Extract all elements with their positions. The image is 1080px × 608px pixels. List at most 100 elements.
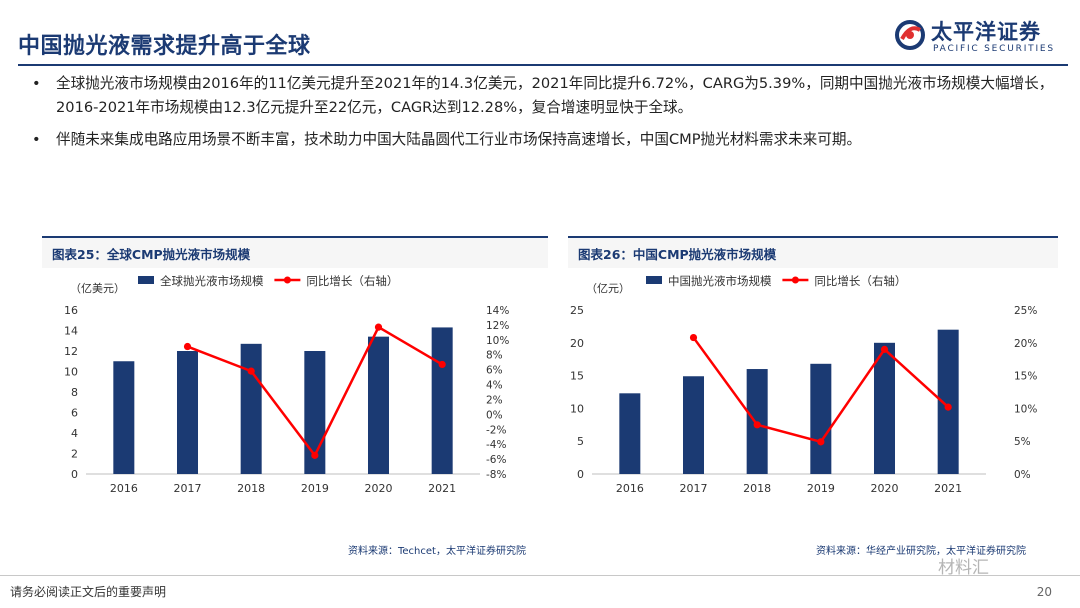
y-tick-label: 16 <box>64 304 78 317</box>
x-tick-label: 2019 <box>301 482 329 495</box>
y-tick-label: 8 <box>71 386 78 399</box>
chart-china: 图表26：中国CMP抛光液市场规模 （亿元） 0 5 10 15 20 25 0% 5% 10% 1… <box>568 236 1058 566</box>
y-tick-label: 15 <box>570 370 584 383</box>
y-tick-label: 20 <box>570 337 584 350</box>
growth-point <box>880 345 889 353</box>
y2-tick-label: 12% <box>486 320 509 332</box>
bar-2019 <box>810 363 832 474</box>
bullet-icon: • <box>32 131 41 148</box>
company-logo-icon <box>895 20 925 50</box>
x-tick-label: 2020 <box>871 482 899 495</box>
y-tick-label: 2 <box>71 448 78 461</box>
watermark: 材料汇 <box>938 558 989 578</box>
y-tick-label: 12 <box>64 345 78 358</box>
y2-tick-label: 4% <box>486 380 503 392</box>
logo-text: 太平洋证券 <box>931 20 1041 44</box>
x-tick-label: 2018 <box>743 482 771 495</box>
chart-global: 图表25：全球CMP抛光液市场规模 （亿美元） 0 2 4 6 8 10 12 14 16 -8% -… <box>42 236 548 566</box>
legend-line-marker <box>791 276 799 284</box>
y2-tick-label: 14% <box>486 305 509 317</box>
chart-header: 图表26：中国CMP抛光液市场规模 <box>568 236 1058 268</box>
growth-point <box>374 323 383 331</box>
bullet-icon: • <box>32 75 41 92</box>
y2-tick-label: 5% <box>1014 436 1031 448</box>
y2-tick-label: 8% <box>486 350 503 362</box>
chart-title: 图表25：全球CMP抛光液市场规模 <box>52 247 251 262</box>
bar-2017 <box>176 351 199 474</box>
y2-tick-label: 10% <box>1014 403 1037 415</box>
bar-2016 <box>113 361 135 474</box>
chart-source: 资料来源：Techcet，太平洋证券研究院 <box>348 546 526 557</box>
y2-tick-label: 0% <box>1014 469 1031 481</box>
y-tick-label: 4 <box>71 427 78 440</box>
x-tick-label: 2016 <box>110 482 138 495</box>
chart-title: 图表26：中国CMP抛光液市场规模 <box>578 247 777 262</box>
y-tick-label: 10 <box>570 402 584 415</box>
y2-tick-label: 20% <box>1014 338 1037 350</box>
company-logo: 太平洋证券 PACIFIC SECURITIES <box>893 16 1068 62</box>
bar-2018 <box>240 343 262 474</box>
bar-2020 <box>367 336 390 474</box>
legend-bar-label: 全球抛光液市场规模 <box>160 274 264 288</box>
x-tick-label: 2021 <box>934 482 962 495</box>
x-tick-label: 2018 <box>237 482 265 495</box>
growth-point <box>311 451 319 459</box>
y2-tick-label: -6% <box>486 454 506 466</box>
y2-tick-label: 25% <box>1014 305 1037 317</box>
x-tick-label: 2016 <box>616 482 644 495</box>
y-tick-label: 6 <box>71 407 78 420</box>
growth-point <box>689 333 698 342</box>
bar-2021 <box>937 329 959 474</box>
x-tick-label: 2020 <box>365 482 393 495</box>
bullet-text: 全球抛光液市场规模由2016年的11亿美元提升至2021年的14.3亿美元，20… <box>56 75 1054 116</box>
legend-line-label: 同比增长（右轴） <box>306 274 398 288</box>
bar-2016 <box>619 393 641 474</box>
y-tick-label: 5 <box>577 435 584 448</box>
y-tick-label: 14 <box>64 325 78 338</box>
growth-point <box>247 367 255 375</box>
legend-bar-swatch <box>138 276 154 284</box>
footer-disclaimer: 请务必阅读正文后的重要声明 <box>10 585 167 599</box>
y-axis-unit-label: （亿元） <box>586 282 630 295</box>
bullet-list: • 全球抛光液市场规模由2016年的11亿美元提升至2021年的14.3亿美元，… <box>30 72 1060 160</box>
legend-bar-swatch <box>646 276 662 284</box>
legend-line-label: 同比增长（右轴） <box>814 274 906 288</box>
y2-tick-label: -2% <box>486 424 506 436</box>
y-tick-label: 0 <box>577 468 584 481</box>
logo-subtext: PACIFIC SECURITIES <box>933 44 1055 54</box>
chart-header: 图表25：全球CMP抛光液市场规模 <box>42 236 548 268</box>
legend-bar-label: 中国抛光液市场规模 <box>668 274 772 288</box>
bar-2021 <box>431 327 453 474</box>
growth-point <box>438 360 446 369</box>
bullet-item: • 伴随未来集成电路应用场景不断丰富，技术助力中国大陆晶圆代工行业市场保持高速增… <box>30 128 1060 152</box>
chart-global-plot: （亿美元） 0 2 4 6 8 10 12 14 16 -8% -6% -4% -2% 0% 2% 4% 6% 8%… <box>64 274 509 495</box>
page-title: 中国抛光液需求提升高于全球 <box>18 34 311 59</box>
y-tick-label: 0 <box>71 468 78 481</box>
y2-tick-label: 10% <box>486 335 509 347</box>
page-number: 20 <box>1036 585 1052 599</box>
x-tick-label: 2017 <box>174 482 202 495</box>
x-tick-label: 2017 <box>680 482 708 495</box>
growth-point <box>944 403 952 411</box>
y2-tick-label: 0% <box>486 409 503 421</box>
y-axis-unit-label: （亿美元） <box>70 282 125 295</box>
y-tick-label: 25 <box>570 304 584 317</box>
chart-source: 资料来源：华经产业研究院，太平洋证券研究院 <box>816 546 1026 557</box>
y2-tick-label: 2% <box>486 394 503 406</box>
x-tick-label: 2019 <box>807 482 835 495</box>
y-tick-label: 10 <box>64 366 78 379</box>
growth-point <box>183 342 192 351</box>
legend-line-marker <box>283 276 291 284</box>
bullet-text: 伴随未来集成电路应用场景不断丰富，技术助力中国大陆晶圆代工行业市场保持高速增长，… <box>56 131 862 148</box>
y2-tick-label: 15% <box>1014 371 1037 383</box>
footer-divider <box>0 575 1080 576</box>
y2-tick-label: 6% <box>486 365 503 377</box>
y2-tick-label: -4% <box>486 439 506 451</box>
growth-point <box>817 438 825 446</box>
bar-2020 <box>873 342 896 474</box>
growth-point <box>753 421 761 429</box>
header-divider <box>18 64 1068 66</box>
chart-china-plot: （亿元） 0 5 10 15 20 25 0% 5% 10% 15% 20% 25% 2016 2017 20… <box>570 274 1037 495</box>
y2-tick-label: -8% <box>486 469 506 481</box>
bar-2017 <box>682 376 705 474</box>
